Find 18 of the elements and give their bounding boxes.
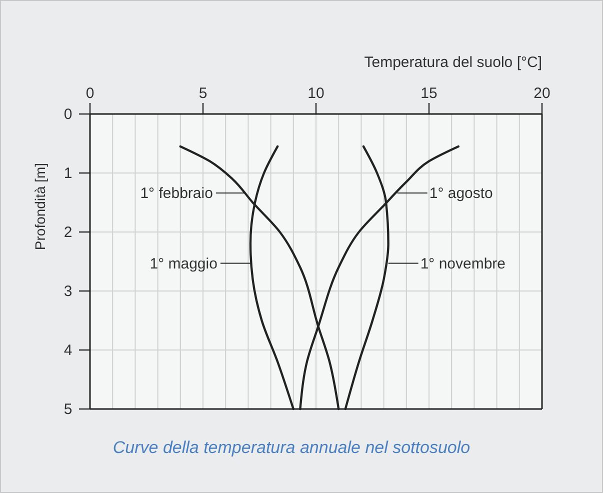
x-tick-label: 0: [86, 85, 94, 102]
y-tick-label: 4: [64, 342, 72, 359]
x-axis-title: Temperatura del suolo [°C]: [364, 54, 542, 71]
x-tick-label: 10: [308, 85, 324, 102]
annotation: 1° maggio: [150, 255, 218, 272]
y-tick-label: 0: [64, 106, 72, 123]
annotation: 1° febbraio: [140, 185, 213, 202]
annotation: 1° agosto: [429, 185, 493, 202]
x-tick-label: 5: [198, 85, 208, 102]
x-tick-label: 15: [420, 85, 438, 102]
y-tick-label: 2: [64, 224, 72, 241]
y-tick-label: 3: [64, 283, 72, 300]
y-tick-label: 5: [64, 401, 72, 418]
y-tick-label: 1: [64, 165, 72, 182]
x-tick-label: 20: [534, 85, 550, 102]
y-axis-title: Profondità [m]: [32, 162, 48, 250]
text: Curve della temperatura annuale nel sottosuolo: [112, 438, 470, 457]
annotation: 1° novembre: [420, 255, 506, 272]
